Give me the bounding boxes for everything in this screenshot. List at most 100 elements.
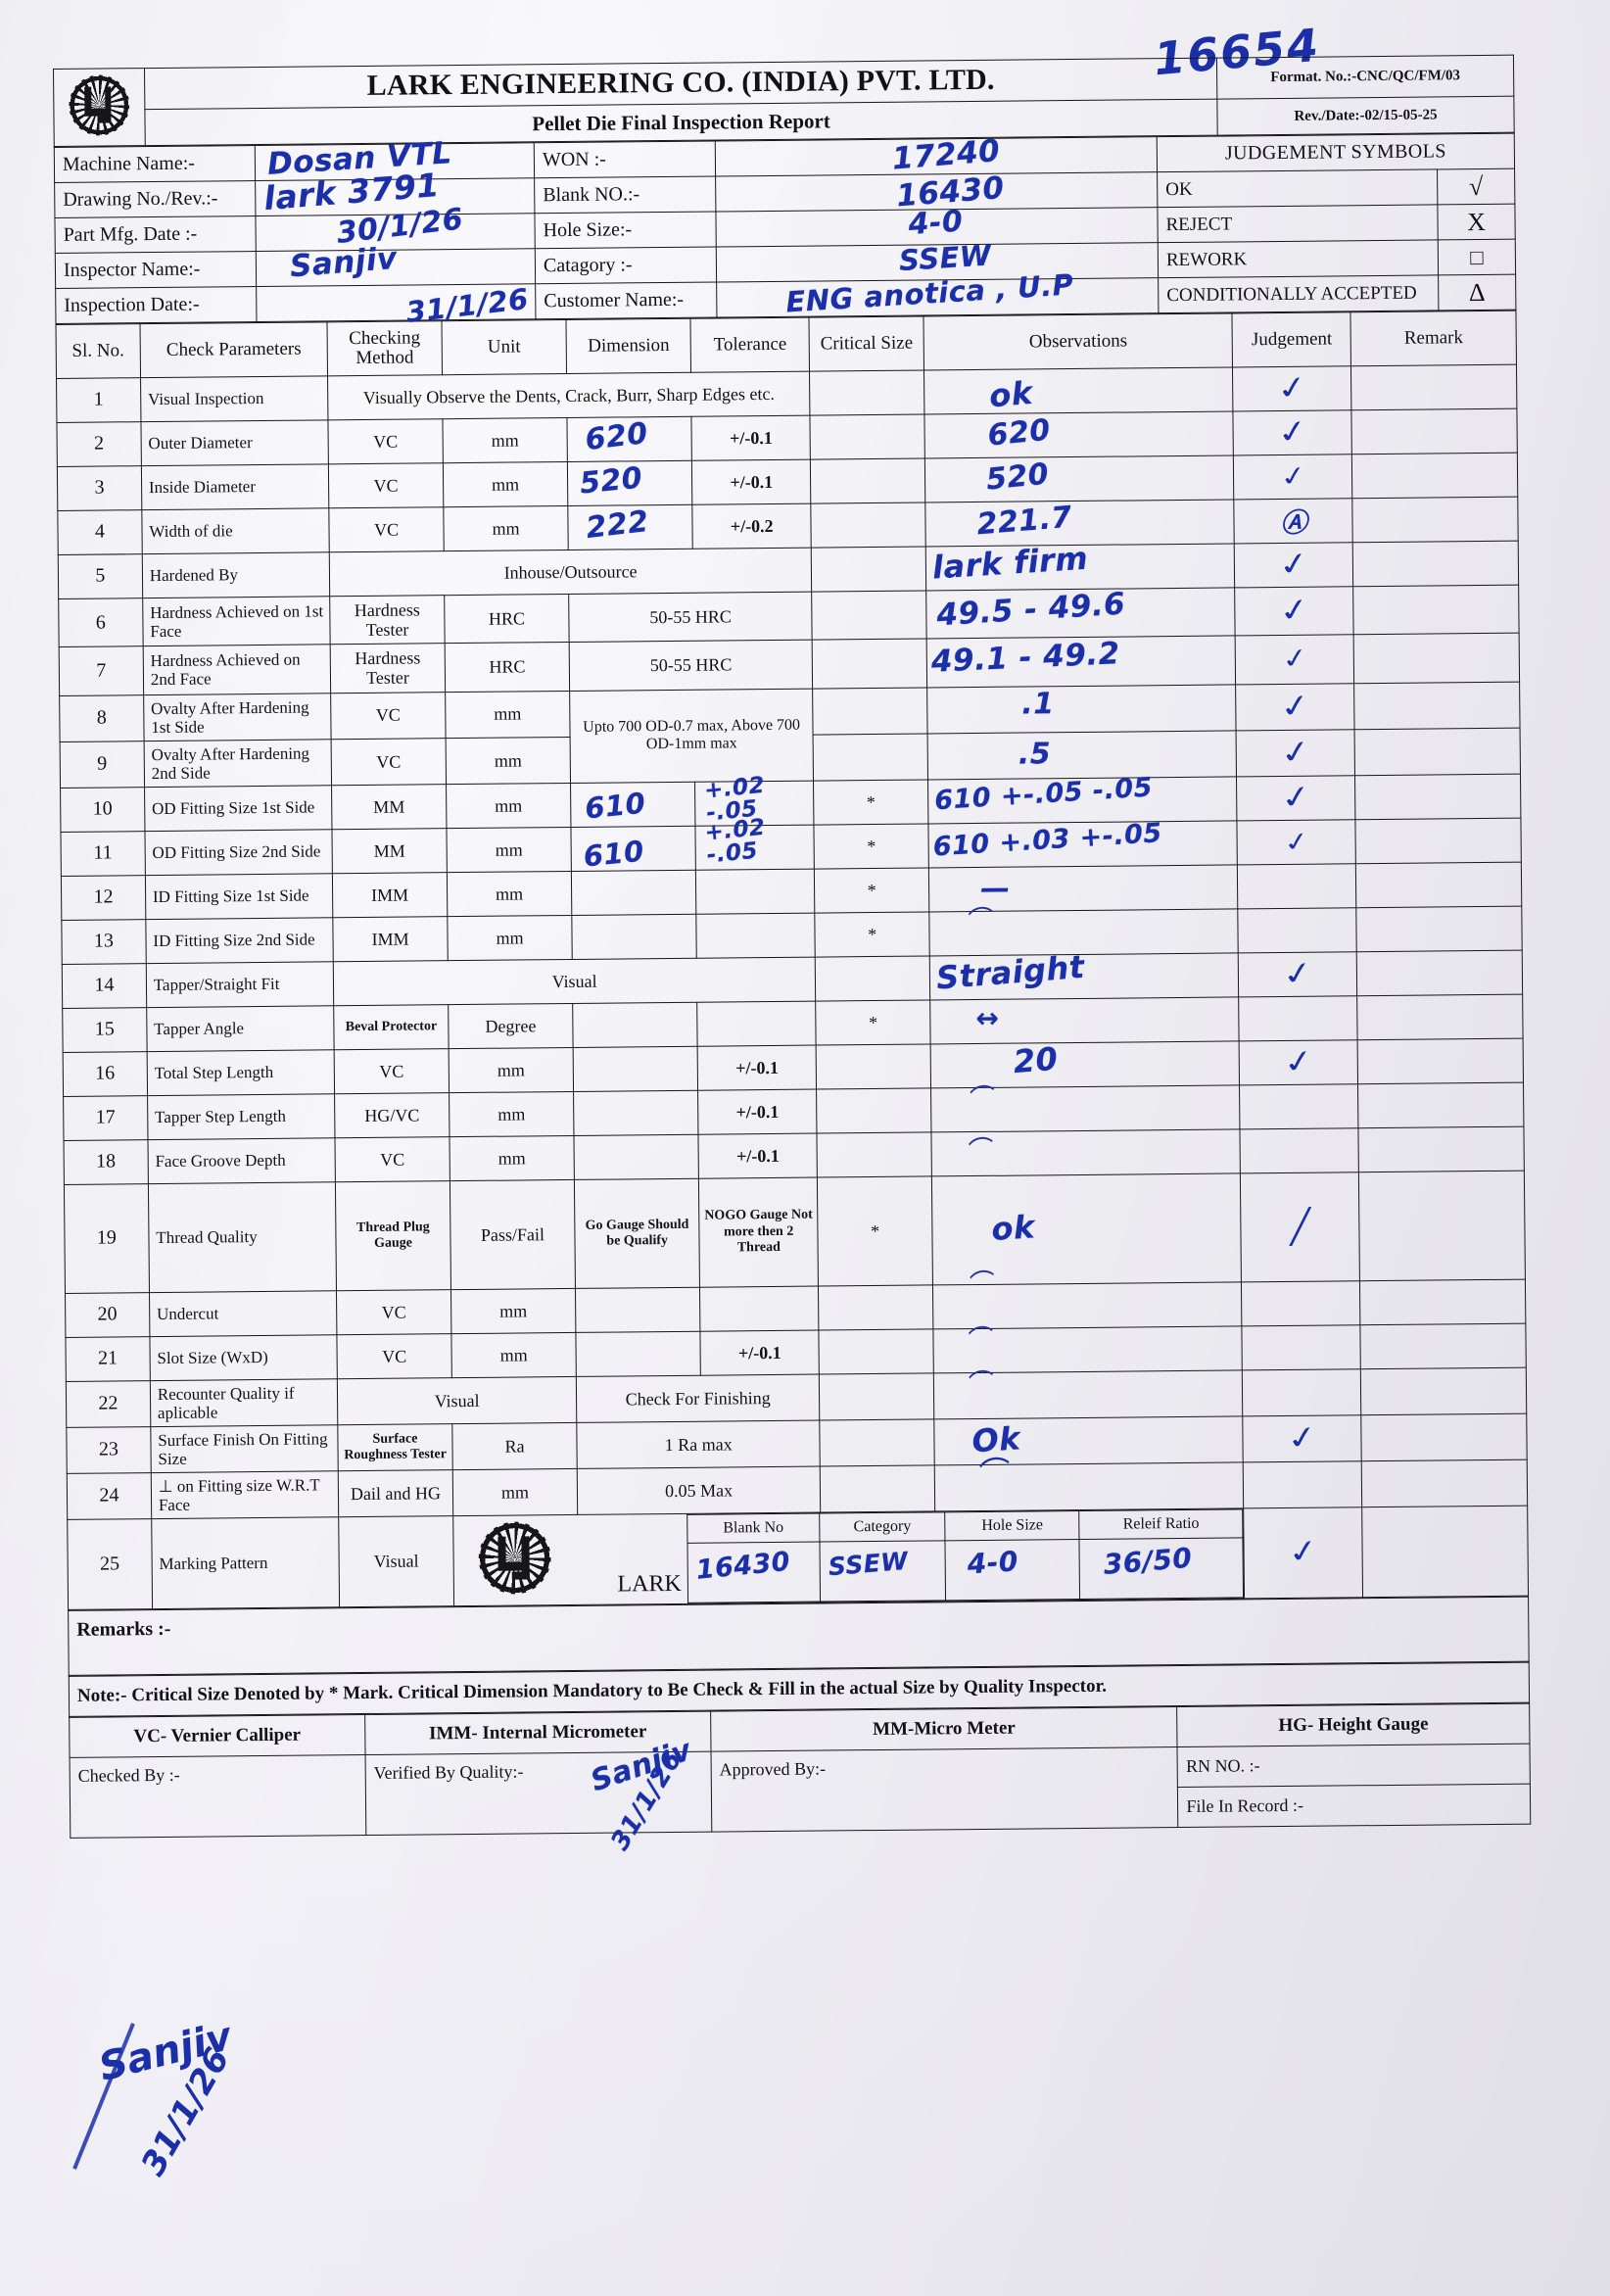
row-remark[interactable] <box>1354 773 1521 820</box>
sub-value-hole-size[interactable]: 4-0 <box>945 1539 1080 1601</box>
row-judgement[interactable] <box>1242 1324 1361 1370</box>
row-judgement[interactable] <box>1241 1280 1361 1326</box>
row-tolerance[interactable] <box>696 1000 817 1046</box>
value-inspector-name[interactable]: Sanjiv <box>256 241 536 287</box>
sub-value-releif-ratio[interactable]: 36/50 <box>1079 1537 1244 1600</box>
row-remark[interactable] <box>1351 453 1518 499</box>
row-observation[interactable]: ok <box>931 1172 1242 1285</box>
verified-by-quality-field[interactable]: Verified By Quality:- Sanjiv 31/1/26 <box>364 1733 712 1855</box>
row-judgement[interactable]: ✓ <box>1243 1414 1362 1462</box>
row-observation[interactable]: ⌒ <box>930 1082 1241 1132</box>
row-observation[interactable]: ⌒ <box>933 1367 1244 1419</box>
row-tolerance[interactable] <box>696 912 816 958</box>
value-customer-name[interactable]: ENG anotica , U.P <box>716 267 1159 318</box>
row-observation[interactable]: .5 <box>927 730 1237 780</box>
row-judgement[interactable]: ✓ <box>1233 409 1352 455</box>
approved-by-field[interactable]: Approved By:- <box>710 1746 1179 1832</box>
row-judgement[interactable] <box>1237 863 1357 909</box>
value-inspection-date[interactable]: 31/1/26 <box>256 282 536 329</box>
row-observation[interactable]: 520 <box>924 454 1235 502</box>
row-judgement[interactable]: ✓ <box>1244 1507 1363 1599</box>
row-remark[interactable] <box>1350 364 1517 410</box>
row-observation[interactable]: 610 +.03 +-.05 <box>928 818 1238 868</box>
sub-value-category[interactable]: SSEW <box>819 1540 947 1602</box>
file-in-record-field[interactable]: File In Record :- <box>1177 1783 1531 1828</box>
row-judgement[interactable]: Ⓐ <box>1234 498 1353 544</box>
row-dimension[interactable]: 610 <box>571 825 696 873</box>
row-dimension[interactable] <box>571 913 697 960</box>
row-remark[interactable] <box>1353 585 1520 635</box>
row-dimension[interactable]: 610 <box>570 781 696 828</box>
row-observation[interactable]: ok <box>923 366 1234 414</box>
row-observation[interactable]: lark firm <box>925 540 1236 591</box>
row-observation[interactable]: ⌒ <box>934 1452 1245 1511</box>
row-judgement[interactable] <box>1240 1127 1359 1173</box>
row-observation[interactable]: 620 <box>923 410 1234 458</box>
row-dimension[interactable] <box>576 1330 701 1377</box>
sub-value-blank-no[interactable]: 16430 <box>687 1541 821 1603</box>
row-tolerance[interactable] <box>699 1285 820 1331</box>
row-judgement[interactable]: ✓ <box>1235 634 1354 685</box>
row-dimension[interactable] <box>575 1286 701 1333</box>
row-judgement[interactable]: ✓ <box>1236 683 1355 731</box>
row-remark[interactable] <box>1354 727 1521 776</box>
row-remark[interactable] <box>1352 497 1519 543</box>
checked-by-field[interactable]: Checked By :- <box>70 1754 366 1839</box>
row-remark[interactable] <box>1359 1278 1526 1325</box>
row-remark[interactable] <box>1360 1366 1527 1415</box>
row-judgement[interactable]: ✓ <box>1233 454 1353 500</box>
row-remark[interactable] <box>1362 1505 1529 1598</box>
row-remark[interactable] <box>1358 1125 1525 1172</box>
row-observation[interactable]: ⌒ <box>928 904 1239 956</box>
row-tolerance[interactable]: +.02 -.05 <box>695 814 815 870</box>
value-won[interactable]: 17240 <box>715 133 1158 177</box>
row-observation[interactable]: 49.1 - 49.2 <box>926 636 1237 688</box>
row-dimension[interactable] <box>574 1133 699 1180</box>
row-remark[interactable] <box>1356 949 1523 996</box>
row-remark[interactable] <box>1356 905 1523 952</box>
row-dimension[interactable] <box>571 869 697 916</box>
row-dimension[interactable]: 620 <box>567 416 692 462</box>
row-remark[interactable] <box>1352 541 1519 587</box>
row-judgement[interactable]: ✓ <box>1236 729 1355 777</box>
row-tolerance[interactable] <box>695 868 816 914</box>
row-dimension[interactable]: 222 <box>567 504 693 550</box>
row-remark[interactable] <box>1357 1081 1524 1128</box>
row-judgement[interactable]: ✓ <box>1239 1039 1358 1085</box>
row-remark[interactable] <box>1355 861 1522 908</box>
row-remark[interactable] <box>1357 993 1524 1040</box>
row-remark[interactable] <box>1361 1412 1528 1461</box>
row-judgement[interactable]: ✓ <box>1238 951 1358 997</box>
row-observation[interactable]: ⌒ <box>931 1128 1241 1176</box>
row-judgement[interactable]: ✓ <box>1235 586 1354 637</box>
row-judgement[interactable]: ✓ <box>1236 775 1356 821</box>
row-remark[interactable] <box>1353 633 1520 684</box>
row-observation[interactable]: 49.5 - 49.6 <box>925 586 1236 640</box>
row-remark[interactable] <box>1353 681 1521 730</box>
row-dimension[interactable] <box>572 1001 698 1048</box>
row-observation[interactable]: ⌒ <box>932 1268 1243 1329</box>
row-remark[interactable] <box>1357 1037 1524 1084</box>
row-judgement[interactable] <box>1243 1460 1363 1508</box>
row-dimension[interactable] <box>573 1089 699 1136</box>
row-observation[interactable]: 20 <box>930 1039 1240 1088</box>
row-remark[interactable] <box>1360 1322 1527 1369</box>
row-observation[interactable]: Straight <box>929 947 1240 1000</box>
row-judgement[interactable]: ✓ <box>1234 542 1354 588</box>
row-observation[interactable]: 610 +-.05 -.05 <box>927 772 1238 824</box>
row-remark[interactable] <box>1361 1459 1528 1507</box>
row-dimension[interactable]: 520 <box>567 460 693 506</box>
row-remark[interactable] <box>1355 817 1522 864</box>
rn-no-field[interactable]: RN NO. :- <box>1177 1743 1531 1788</box>
row-judgement[interactable] <box>1239 995 1358 1041</box>
row-observation[interactable]: — <box>928 864 1239 912</box>
row-judgement[interactable]: ✓ <box>1232 365 1352 411</box>
row-judgement[interactable] <box>1242 1368 1362 1416</box>
row-remark[interactable] <box>1351 408 1518 454</box>
row-judgement[interactable] <box>1238 907 1357 953</box>
row-judgement[interactable]: ✓ <box>1237 819 1356 865</box>
row-judgement[interactable]: ╱ <box>1240 1172 1360 1282</box>
row-observation[interactable]: .1 <box>926 684 1237 734</box>
row-observation[interactable]: ↔ <box>929 996 1240 1044</box>
row-judgement[interactable] <box>1239 1083 1359 1129</box>
